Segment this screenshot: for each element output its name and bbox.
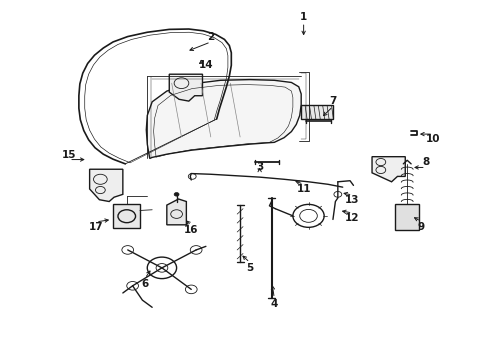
Polygon shape (167, 199, 186, 225)
Polygon shape (372, 157, 405, 182)
Text: 7: 7 (329, 96, 337, 106)
Text: 16: 16 (184, 225, 198, 235)
Text: 15: 15 (62, 150, 76, 160)
Text: 5: 5 (246, 263, 253, 273)
Text: 17: 17 (89, 222, 103, 231)
Polygon shape (301, 105, 333, 119)
Polygon shape (147, 80, 301, 158)
Text: 9: 9 (417, 222, 424, 231)
Polygon shape (395, 204, 419, 230)
Text: 4: 4 (270, 299, 278, 309)
Text: 11: 11 (296, 184, 311, 194)
Text: 8: 8 (422, 157, 429, 167)
Text: 12: 12 (345, 213, 360, 222)
Text: 13: 13 (345, 195, 360, 205)
Text: 14: 14 (198, 60, 213, 70)
Polygon shape (113, 204, 140, 228)
Circle shape (174, 193, 179, 196)
Polygon shape (90, 169, 123, 202)
Polygon shape (169, 74, 202, 101)
Text: 10: 10 (426, 134, 441, 144)
Text: 2: 2 (207, 32, 215, 41)
Text: 3: 3 (256, 162, 263, 172)
Text: 6: 6 (141, 279, 148, 289)
Text: 1: 1 (300, 12, 307, 22)
